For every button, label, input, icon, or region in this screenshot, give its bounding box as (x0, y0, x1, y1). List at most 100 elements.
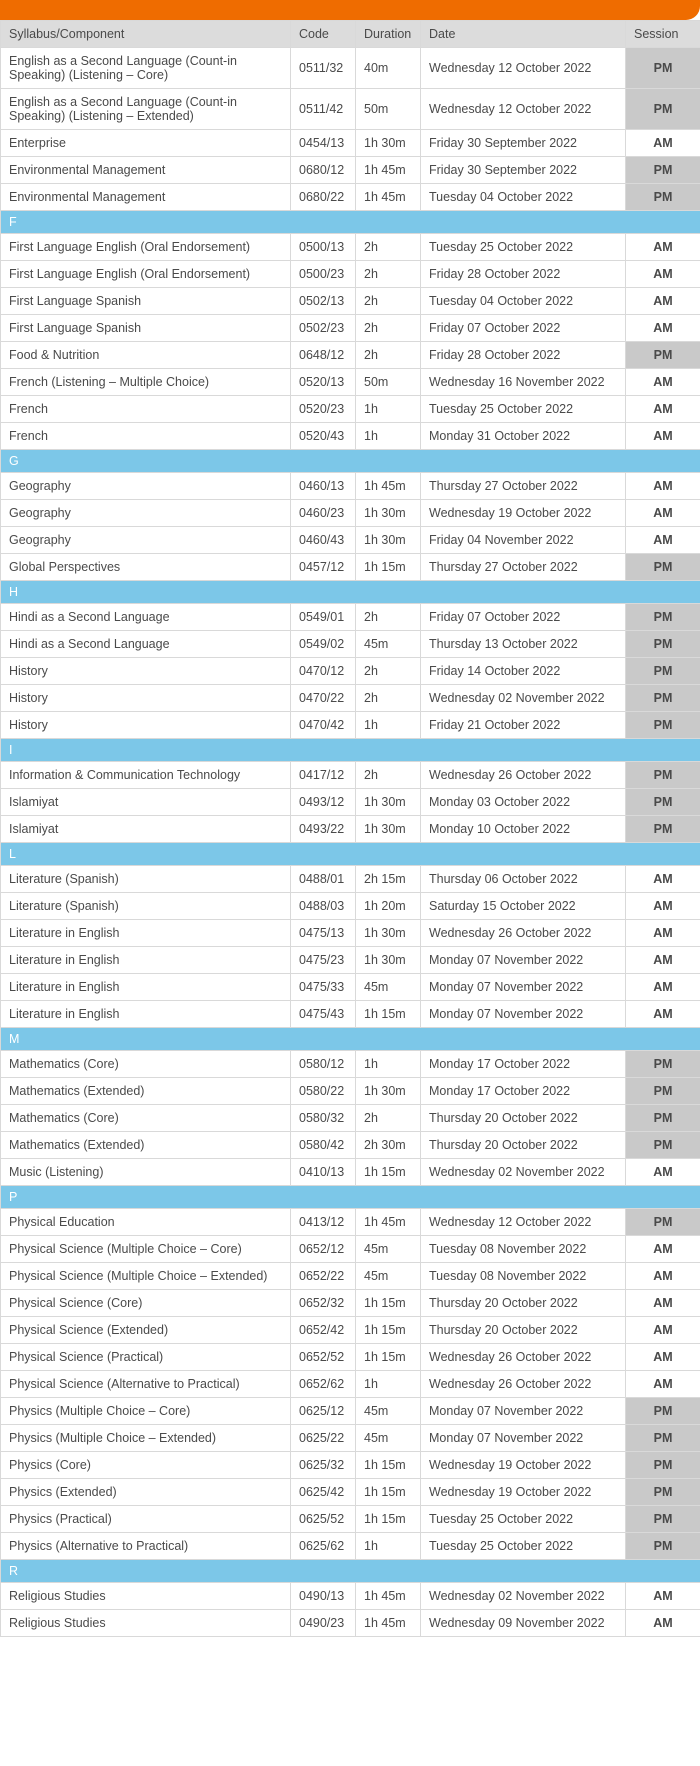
cell-session: PM (626, 342, 700, 369)
cell-date: Monday 07 November 2022 (421, 1398, 626, 1425)
col-code: Code (291, 21, 356, 48)
cell-code: 0410/13 (291, 1159, 356, 1186)
cell-syllabus: Literature in English (1, 974, 291, 1001)
cell-code: 0460/13 (291, 473, 356, 500)
cell-session: PM (626, 1479, 700, 1506)
table-row: Geography0460/131h 45mThursday 27 Octobe… (1, 473, 700, 500)
section-M: M (1, 1028, 700, 1051)
table-row: Physical Science (Practical)0652/521h 15… (1, 1344, 700, 1371)
cell-date: Wednesday 19 October 2022 (421, 1479, 626, 1506)
cell-session: AM (626, 261, 700, 288)
cell-syllabus: Geography (1, 527, 291, 554)
cell-duration: 1h 15m (356, 1001, 421, 1028)
table-row: Islamiyat0493/121h 30mMonday 03 October … (1, 789, 700, 816)
cell-code: 0625/32 (291, 1452, 356, 1479)
table-row: Food & Nutrition0648/122hFriday 28 Octob… (1, 342, 700, 369)
cell-date: Tuesday 25 October 2022 (421, 234, 626, 261)
cell-code: 0488/03 (291, 893, 356, 920)
cell-date: Thursday 20 October 2022 (421, 1290, 626, 1317)
cell-duration: 1h 15m (356, 1290, 421, 1317)
cell-session: AM (626, 1290, 700, 1317)
cell-code: 0460/43 (291, 527, 356, 554)
cell-syllabus: Physics (Extended) (1, 1479, 291, 1506)
table-row: Mathematics (Core)0580/121hMonday 17 Oct… (1, 1051, 700, 1078)
cell-duration: 1h (356, 1533, 421, 1560)
cell-date: Wednesday 02 November 2022 (421, 685, 626, 712)
cell-date: Tuesday 25 October 2022 (421, 396, 626, 423)
cell-session: PM (626, 1209, 700, 1236)
cell-code: 0625/52 (291, 1506, 356, 1533)
cell-duration: 1h 15m (356, 1317, 421, 1344)
section-G: G (1, 450, 700, 473)
cell-code: 0580/42 (291, 1132, 356, 1159)
section-label: R (1, 1560, 700, 1583)
cell-syllabus: History (1, 712, 291, 739)
cell-duration: 2h (356, 234, 421, 261)
section-label: M (1, 1028, 700, 1051)
cell-session: PM (626, 1398, 700, 1425)
timetable: Syllabus/Component Code Duration Date Se… (0, 20, 700, 1637)
cell-session: PM (626, 1452, 700, 1479)
cell-syllabus: Global Perspectives (1, 554, 291, 581)
cell-session: PM (626, 816, 700, 843)
cell-duration: 40m (356, 48, 421, 89)
cell-date: Friday 21 October 2022 (421, 712, 626, 739)
cell-date: Monday 31 October 2022 (421, 423, 626, 450)
cell-syllabus: Physics (Practical) (1, 1506, 291, 1533)
cell-syllabus: Literature in English (1, 1001, 291, 1028)
cell-syllabus: Islamiyat (1, 816, 291, 843)
cell-syllabus: Physical Science (Extended) (1, 1317, 291, 1344)
section-label: F (1, 211, 700, 234)
cell-syllabus: Religious Studies (1, 1583, 291, 1610)
cell-syllabus: Hindi as a Second Language (1, 631, 291, 658)
cell-date: Saturday 15 October 2022 (421, 893, 626, 920)
cell-session: PM (626, 1425, 700, 1452)
cell-duration: 1h (356, 1371, 421, 1398)
cell-code: 0500/23 (291, 261, 356, 288)
cell-date: Friday 28 October 2022 (421, 261, 626, 288)
cell-session: AM (626, 920, 700, 947)
table-row: Physics (Multiple Choice – Extended)0625… (1, 1425, 700, 1452)
cell-syllabus: History (1, 685, 291, 712)
cell-duration: 1h 15m (356, 1344, 421, 1371)
cell-code: 0680/22 (291, 184, 356, 211)
cell-session: AM (626, 1263, 700, 1290)
cell-code: 0475/43 (291, 1001, 356, 1028)
cell-duration: 2h (356, 685, 421, 712)
section-P: P (1, 1186, 700, 1209)
cell-date: Wednesday 26 October 2022 (421, 762, 626, 789)
cell-syllabus: Geography (1, 473, 291, 500)
cell-date: Tuesday 25 October 2022 (421, 1533, 626, 1560)
cell-duration: 1h 15m (356, 1506, 421, 1533)
cell-session: AM (626, 527, 700, 554)
cell-syllabus: English as a Second Language (Count-in S… (1, 48, 291, 89)
cell-duration: 1h 30m (356, 947, 421, 974)
table-row: Enterprise0454/131h 30mFriday 30 Septemb… (1, 130, 700, 157)
table-row: History0470/421hFriday 21 October 2022PM (1, 712, 700, 739)
cell-date: Tuesday 04 October 2022 (421, 288, 626, 315)
cell-code: 0457/12 (291, 554, 356, 581)
table-row: Physical Science (Core)0652/321h 15mThur… (1, 1290, 700, 1317)
cell-duration: 50m (356, 369, 421, 396)
cell-syllabus: Literature (Spanish) (1, 866, 291, 893)
table-row: Religious Studies0490/131h 45mWednesday … (1, 1583, 700, 1610)
section-label: H (1, 581, 700, 604)
table-row: Literature (Spanish)0488/031h 20mSaturda… (1, 893, 700, 920)
section-H: H (1, 581, 700, 604)
table-row: Geography0460/231h 30mWednesday 19 Octob… (1, 500, 700, 527)
cell-duration: 45m (356, 974, 421, 1001)
table-row: Music (Listening)0410/131h 15mWednesday … (1, 1159, 700, 1186)
table-row: French (Listening – Multiple Choice)0520… (1, 369, 700, 396)
cell-duration: 1h 45m (356, 184, 421, 211)
cell-date: Thursday 20 October 2022 (421, 1105, 626, 1132)
cell-date: Wednesday 02 November 2022 (421, 1159, 626, 1186)
cell-syllabus: Mathematics (Core) (1, 1051, 291, 1078)
cell-date: Tuesday 25 October 2022 (421, 1506, 626, 1533)
table-row: First Language Spanish0502/132hTuesday 0… (1, 288, 700, 315)
cell-code: 0470/22 (291, 685, 356, 712)
cell-session: PM (626, 184, 700, 211)
table-row: Physics (Extended)0625/421h 15mWednesday… (1, 1479, 700, 1506)
cell-syllabus: Enterprise (1, 130, 291, 157)
cell-session: AM (626, 396, 700, 423)
cell-duration: 1h 30m (356, 527, 421, 554)
